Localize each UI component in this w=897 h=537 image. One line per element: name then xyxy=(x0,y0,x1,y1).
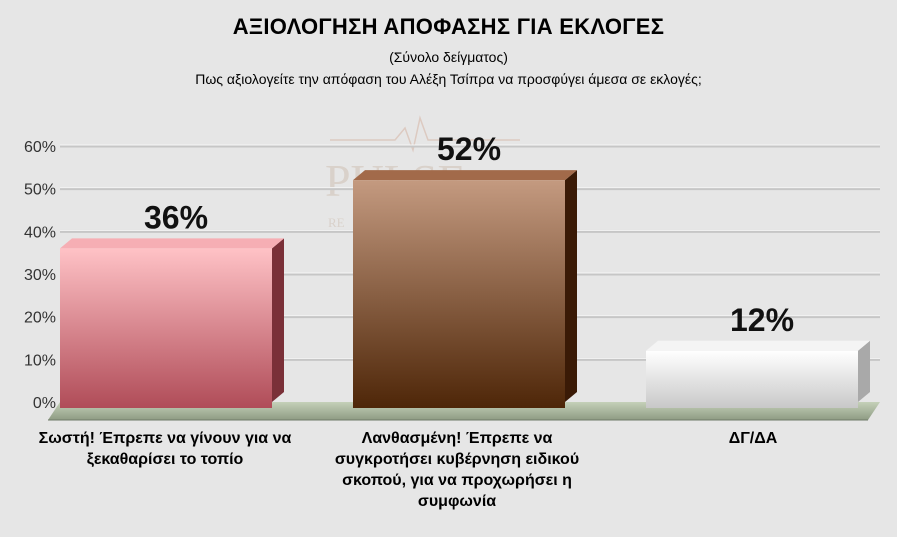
bar xyxy=(353,170,577,408)
bar-front xyxy=(353,180,565,408)
data-label: 36% xyxy=(144,199,208,235)
survey-question: Πως αξιολογείτε την απόφαση του Αλέξη Τσ… xyxy=(195,71,702,87)
bars xyxy=(60,170,870,408)
chart-subtitle: (Σύνολο δείγματος) xyxy=(389,49,508,65)
bar-side xyxy=(858,340,870,402)
category-label-correct: Σωστή! Έπρεπε να γίνουν για να ξεκαθαρίσ… xyxy=(38,430,292,468)
bar xyxy=(646,340,870,408)
bar-top xyxy=(60,238,284,249)
y-tick-label: 10% xyxy=(24,352,56,369)
bar-top xyxy=(353,170,577,181)
data-labels: 36% 52% 12% xyxy=(144,131,794,338)
bar-front xyxy=(646,350,858,408)
y-tick-label: 30% xyxy=(24,267,56,284)
category-label-dk: ΔΓ/ΔΑ xyxy=(728,430,778,447)
category-label-wrong: Λανθασμένη! Έπρεπε να συγκροτήσει κυβέρν… xyxy=(334,430,580,510)
bar-front xyxy=(60,248,272,408)
watermark-sub: RE xyxy=(328,215,345,230)
y-tick-label: 40% xyxy=(24,224,56,241)
chart-title: ΑΞΙΟΛΟΓΗΣΗ ΑΠΟΦΑΣΗΣ ΓΙΑ ΕΚΛΟΓΕΣ xyxy=(232,14,665,39)
bar xyxy=(60,238,284,408)
pulse-wave-icon xyxy=(330,115,520,153)
data-label: 52% xyxy=(437,131,501,167)
y-tick-label: 20% xyxy=(24,310,56,327)
y-tick-label: 50% xyxy=(24,182,56,199)
y-tick-label: 60% xyxy=(24,139,56,156)
bar-top xyxy=(646,340,870,351)
bar-side xyxy=(272,238,284,402)
y-axis-ticks: 0% 10% 20% 30% 40% 50% 60% xyxy=(24,139,56,412)
data-label: 12% xyxy=(730,302,794,338)
bar-side xyxy=(565,170,577,402)
y-tick-label: 0% xyxy=(33,395,56,412)
